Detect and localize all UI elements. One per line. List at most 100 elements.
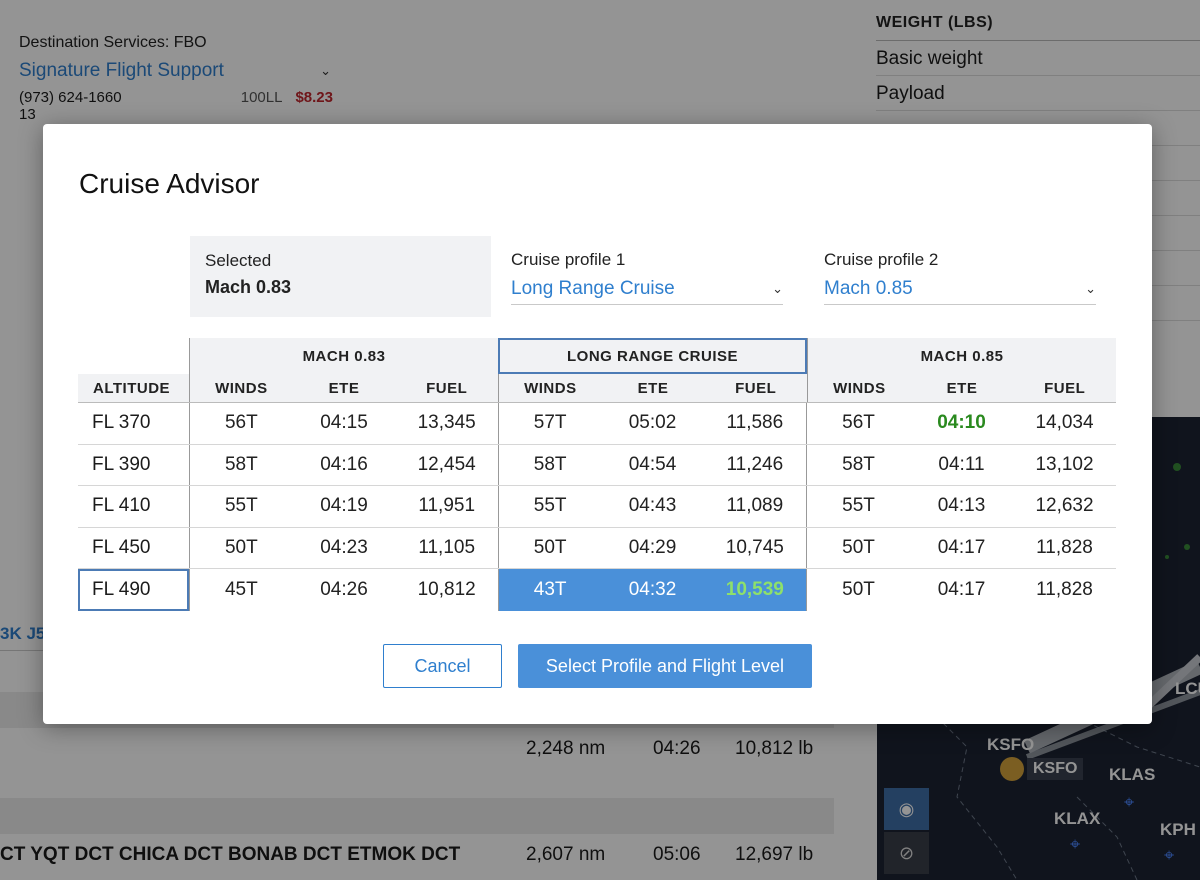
- profile-1-label: Cruise profile 1: [511, 250, 626, 269]
- vor-icon: ⌖: [1124, 792, 1135, 812]
- cancel-button[interactable]: Cancel: [383, 644, 502, 688]
- winds-cell: 43T: [533, 578, 567, 600]
- eye-off-icon: ⊘: [898, 842, 915, 863]
- ete-cell: 04:23: [320, 536, 368, 558]
- ete-header: ETE: [328, 379, 360, 397]
- fbo-select[interactable]: Signature Flight Support ⌄: [19, 60, 333, 82]
- map-label: KLAS: [1109, 765, 1156, 784]
- table-row: FL 410 55T 04:19 11,951 55T 04:43 11,089…: [78, 486, 1116, 528]
- eye-icon: ◉: [898, 798, 915, 819]
- long-range-cruise-cells-selected[interactable]: 43T 04:32 10,539: [498, 569, 807, 611]
- winds-header: WINDS: [215, 379, 268, 397]
- profile-2-value: Mach 0.85: [824, 278, 913, 299]
- vor-icon: ⌖: [1164, 845, 1175, 865]
- select-profile-button[interactable]: Select Profile and Flight Level: [518, 644, 812, 688]
- fuel-cell: 11,089: [726, 495, 784, 517]
- cruise-advisor-dialog: Cruise Advisor Selected Mach 0.83 Cruise…: [43, 124, 1152, 724]
- mach-083-cells[interactable]: 58T 04:16 12,454: [189, 444, 498, 485]
- route-ete: 05:06: [653, 844, 701, 865]
- mach-085-cells[interactable]: 56T 04:10 14,034: [807, 403, 1116, 444]
- winds-cell: 58T: [842, 453, 875, 475]
- altitude-cell[interactable]: FL 450: [92, 536, 151, 558]
- altitude-cell[interactable]: FL 370: [92, 412, 151, 434]
- fuel-cell: 14,034: [1035, 412, 1094, 434]
- altitude-cell-selected[interactable]: FL 490: [78, 569, 189, 611]
- winds-header: WINDS: [524, 379, 577, 397]
- chevron-down-icon: ⌄: [1085, 281, 1096, 296]
- fuel-cell: 11,828: [1036, 536, 1093, 558]
- fuel-cell: 12,454: [417, 453, 476, 475]
- altitude-cell[interactable]: FL 410: [92, 495, 151, 517]
- cruise-table: MACH 0.83 LONG RANGE CRUISE MACH 0.85 AL…: [78, 338, 1116, 611]
- mach-085-cells[interactable]: 58T 04:11 13,102: [807, 445, 1116, 486]
- route-distance: 2,607 nm: [526, 844, 606, 865]
- fuel-cell: 10,745: [725, 536, 784, 558]
- map-label: KSFO: [987, 735, 1035, 754]
- winds-cell: 57T: [533, 412, 567, 434]
- winds-header: WINDS: [833, 379, 886, 397]
- profile-2-label: Cruise profile 2: [824, 250, 939, 269]
- ete-cell: 04:32: [628, 578, 677, 600]
- altitude-header: ALTITUDE: [78, 374, 189, 402]
- ete-cell: 04:17: [937, 536, 986, 558]
- weight-row: Basic weight: [876, 41, 1200, 76]
- show-layers-button[interactable]: ◉: [884, 788, 929, 830]
- chevron-down-icon: ⌄: [772, 281, 783, 296]
- ete-cell: 04:16: [320, 453, 368, 475]
- ete-cell: 04:19: [320, 495, 368, 517]
- winds-cell: 50T: [842, 536, 875, 558]
- route-band: [0, 798, 834, 834]
- winds-cell: 50T: [842, 578, 875, 600]
- long-range-cruise-cells[interactable]: 50T 04:29 10,745: [498, 527, 807, 568]
- winds-cell: 58T: [533, 453, 567, 475]
- header-group: WINDS ETE FUEL: [189, 374, 498, 402]
- winds-cell: 55T: [533, 495, 567, 517]
- header-group: WINDS ETE FUEL: [498, 374, 807, 402]
- header-group: WINDS ETE FUEL: [807, 374, 1116, 402]
- mach-083-cells[interactable]: 50T 04:23 11,105: [189, 527, 498, 568]
- airport-marker[interactable]: [1000, 757, 1024, 781]
- mach-083-cells[interactable]: 56T 04:15 13,345: [189, 403, 498, 444]
- ete-header: ETE: [637, 379, 669, 397]
- route-link[interactable]: 3K J5: [0, 624, 46, 643]
- fuel-header: FUEL: [1044, 379, 1086, 397]
- route-fuel: 10,812 lb: [735, 738, 814, 759]
- table-row: FL 390 58T 04:16 12,454 58T 04:54 11,246…: [78, 444, 1116, 486]
- ete-cell: 04:43: [628, 495, 677, 517]
- selected-value: Mach 0.83: [205, 277, 292, 297]
- winds-cell: 56T: [224, 412, 258, 434]
- airport-tag[interactable]: KSFO: [1027, 758, 1084, 780]
- mach-085-cells[interactable]: 50T 04:17 11,828: [807, 569, 1116, 611]
- ete-cell: 04:13: [937, 495, 986, 517]
- long-range-cruise-cells[interactable]: 55T 04:43 11,089: [498, 486, 807, 527]
- winds-cell: 50T: [224, 536, 258, 558]
- profile-2-select[interactable]: Mach 0.85 ⌄: [824, 278, 1096, 305]
- selected-profile-box: Selected Mach 0.83: [190, 236, 491, 317]
- table-column-header: ALTITUDE WINDS ETE FUEL WINDS ETE FUEL W…: [78, 374, 1116, 403]
- fuel-cell: 12,632: [1035, 495, 1094, 517]
- cruise-profile-1: Cruise profile 1 Long Range Cruise ⌄: [511, 250, 783, 305]
- fuel-cell: 11,105: [418, 536, 476, 558]
- fbo-second-line: 13: [19, 106, 36, 123]
- altitude-cell[interactable]: FL 390: [92, 453, 151, 475]
- cruise-profile-2: Cruise profile 2 Mach 0.85 ⌄: [824, 250, 1096, 305]
- long-range-cruise-cells[interactable]: 58T 04:54 11,246: [498, 444, 807, 485]
- weight-row: Payload: [876, 76, 1200, 111]
- ete-cell: 04:17: [937, 578, 986, 600]
- mach-085-cells[interactable]: 55T 04:13 12,632: [807, 486, 1116, 527]
- ete-header: ETE: [946, 379, 978, 397]
- fuel-cell: 11,246: [726, 453, 784, 475]
- fbo-panel: Destination Services: FBO Signature Flig…: [19, 34, 333, 123]
- long-range-cruise-cells[interactable]: 57T 05:02 11,586: [498, 403, 807, 444]
- ete-cell: 04:54: [628, 453, 677, 475]
- winds-cell: 55T: [224, 495, 258, 517]
- profile-1-select[interactable]: Long Range Cruise ⌄: [511, 278, 783, 305]
- fuel-cell: 11,586: [726, 412, 784, 434]
- mach-085-cells[interactable]: 50T 04:17 11,828: [807, 528, 1116, 569]
- mach-083-cells[interactable]: 55T 04:19 11,951: [189, 486, 498, 527]
- hide-layers-button[interactable]: ⊘: [884, 832, 929, 874]
- route-string: CT YQT DCT CHICA DCT BONAB DCT ETMOK DCT: [0, 844, 461, 865]
- mach-083-cells[interactable]: 45T 04:26 10,812: [189, 569, 498, 611]
- fuel-cell: 10,812: [417, 578, 476, 600]
- group-header-mach-083: MACH 0.83: [189, 338, 498, 374]
